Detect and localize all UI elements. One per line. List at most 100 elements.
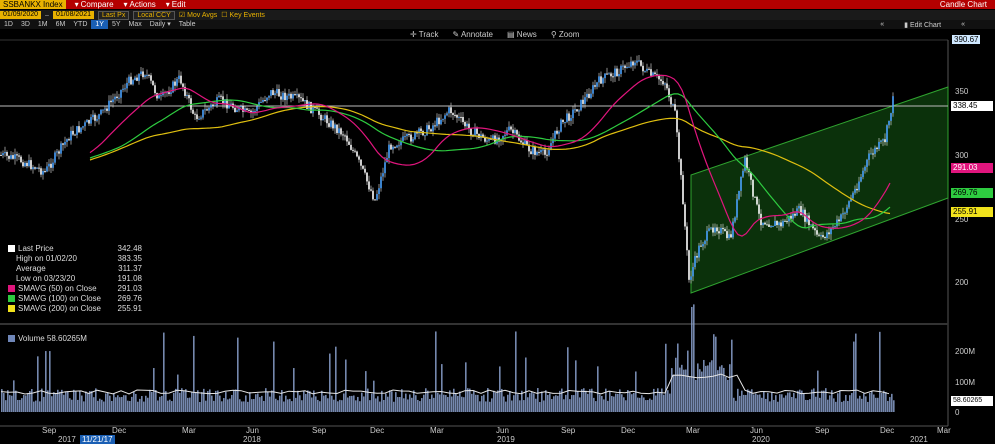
edit-button[interactable]: ▾ Edit [165,0,186,9]
candle-body [644,70,646,72]
volume-bar [281,390,283,412]
candle-body [234,107,236,112]
candle-body [768,224,770,227]
candle-body [532,147,534,155]
volume-bar [473,390,475,412]
legend-row: High on 01/02/20 383.35 [8,254,142,264]
volume-bar [223,398,225,412]
volume-bar [157,400,159,412]
candle-body [236,110,238,112]
volume-bar [647,400,649,412]
volume-bar [765,398,767,412]
candle-body [506,130,508,135]
candle-body [706,230,708,241]
start-date-field[interactable]: 01/09/2020 [0,11,42,19]
key-events-toggle[interactable]: ☐ Key Events [221,12,265,19]
candle-body [828,232,830,235]
candle-body [772,226,774,228]
candle-body [468,123,470,129]
candle-body [626,66,628,68]
volume-bar [31,389,33,412]
volume-bar [421,398,423,412]
candle-body [726,231,728,239]
period-1d[interactable]: 1D [4,21,13,28]
volume-bar [331,395,333,412]
candle-body [456,115,458,118]
volume-bar [169,399,171,412]
candle-body [224,99,226,104]
currency-select[interactable]: Local CCY [133,10,175,20]
candle-body [120,89,122,98]
period-1y[interactable]: 1Y [91,20,108,29]
mov-avgs-toggle[interactable]: ☑ Mov Avgs [178,12,218,19]
candle-body [886,125,888,143]
period-6m[interactable]: 6M [55,21,66,28]
collapse-icon[interactable]: « [880,20,885,28]
volume-bar [805,399,807,412]
candle-body [724,229,726,232]
candle-body [90,117,92,124]
volume-bar [827,399,829,412]
candle-body [874,147,876,154]
volume-bar [837,393,839,412]
period-3d[interactable]: 3D [20,21,30,28]
candle-body [246,108,248,110]
period-5y[interactable]: 5Y [111,21,121,28]
period-1m[interactable]: 1M [37,21,48,28]
volume-bar [681,364,683,412]
candle-body [154,85,156,94]
zoom-tool[interactable]: ⚲ Zoom [550,30,580,39]
edit-chart-button[interactable]: ▮ Edit Chart [904,21,942,29]
ticker-field[interactable]: SSBANKX Index [0,0,66,9]
end-date-field[interactable]: 01/08/2021 [52,11,94,19]
candle-body [436,117,438,127]
volume-bar [25,395,27,412]
actions-button[interactable]: ▾ Actions [123,0,156,9]
volume-bar [775,395,777,412]
volume-bar [143,401,145,412]
table-button[interactable]: Table [178,21,196,28]
period-ytd[interactable]: YTD [73,21,88,28]
date-dash: – [45,11,49,19]
candle-body [438,117,440,125]
period-max[interactable]: Max [128,21,142,28]
volume-bar [155,390,157,412]
candle-body [18,155,20,157]
candle-body [510,126,512,130]
volume-bar [683,369,685,412]
candle-body [118,97,120,99]
candle-body [364,168,366,173]
candle-body [446,113,448,116]
x-year-label: 2021 [910,435,928,444]
candle-body [88,120,90,124]
news-tool[interactable]: ▤ News [507,30,537,39]
annotate-tool[interactable]: ✎ Annotate [452,30,493,39]
expand-icon[interactable]: « [961,20,965,28]
candle-body [442,118,444,120]
volume-bar [427,390,429,412]
volume-bar [335,346,337,412]
track-tool[interactable]: ✛ Track [410,30,439,39]
compare-button[interactable]: ▾ Compare [74,0,114,9]
y-tick-300: 300 [955,151,969,160]
period-daily[interactable]: Daily ▾ [149,21,171,28]
volume-bar [37,356,39,412]
volume-bar [1,389,3,412]
candle-body [856,188,858,191]
candle-body [746,157,748,170]
volume-bar [627,390,629,412]
field-select[interactable]: Last Px [98,10,130,20]
volume-bar [101,399,103,412]
volume-bar [221,401,223,412]
volume-swatch [8,335,15,342]
candle-body [4,152,6,154]
legend-swatch [8,295,15,303]
legend-row: SMAVG (50) on Close 291.03 [8,284,142,294]
volume-bar [145,395,147,412]
candle-body [180,75,182,84]
y-tick-200: 200 [955,278,969,287]
candle-body [562,119,564,123]
candle-body [730,234,732,238]
volume-bar [55,393,57,412]
